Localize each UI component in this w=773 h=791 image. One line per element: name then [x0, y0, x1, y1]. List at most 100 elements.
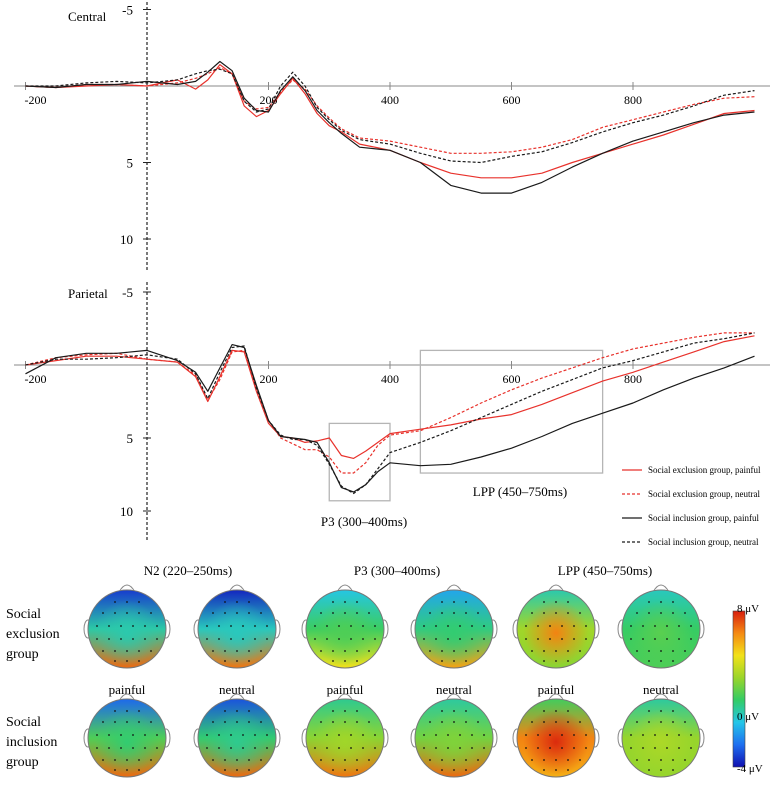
electrode-dot — [648, 660, 650, 662]
electrode-dot — [326, 625, 328, 627]
electrode-dot — [260, 759, 262, 761]
electrode-dot — [218, 747, 220, 749]
electrode-dot — [453, 601, 455, 603]
electrode-dot — [230, 747, 232, 749]
electrode-dot — [138, 612, 140, 614]
electrode-dot — [108, 625, 110, 627]
electrode-dot — [120, 747, 122, 749]
row-label-inclusion-line2: inclusion — [6, 735, 57, 750]
parietal-window-box-1 — [419, 349, 604, 474]
electrode-dot — [120, 638, 122, 640]
electrode-dot — [579, 721, 581, 723]
electrode-dot — [224, 601, 226, 603]
electrode-dot — [254, 734, 256, 736]
electrode-dot — [567, 612, 569, 614]
electrode-dot — [636, 759, 638, 761]
electrode-dot — [266, 734, 268, 736]
electrode-dot — [555, 660, 557, 662]
electrode-dot — [338, 638, 340, 640]
electrode-dot — [585, 638, 587, 640]
electrode-dot — [573, 747, 575, 749]
n2-window-title: N2 (220–250ms) — [144, 563, 232, 578]
electrode-dot — [678, 734, 680, 736]
electrode-dot — [636, 650, 638, 652]
head-center-blob — [306, 590, 384, 668]
electrode-dot — [368, 759, 370, 761]
electrode-dot — [212, 721, 214, 723]
row-label-exclusion-line3: group — [6, 647, 39, 662]
electrode-dot — [356, 759, 358, 761]
electrode-dot — [660, 612, 662, 614]
electrode-dot — [672, 710, 674, 712]
electrode-dot — [690, 625, 692, 627]
electrode-dot — [126, 601, 128, 603]
electrode-dot — [224, 660, 226, 662]
central-y-tick-label: 5 — [127, 156, 134, 171]
parietal-erp-panel: Parietal -200 200 400 600 800 -5 5 10 P3 (300–4… — [14, 282, 770, 540]
electrode-dot — [156, 747, 158, 749]
electrode-dot — [144, 734, 146, 736]
electrode-dot — [453, 710, 455, 712]
electrode-dot — [114, 769, 116, 771]
electrode-dot — [465, 601, 467, 603]
electrode-dot — [344, 612, 346, 614]
electrode-dot — [114, 650, 116, 652]
legend-label-exclusion-painful: Social exclusion group, painful — [648, 465, 761, 475]
electrode-dot — [362, 638, 364, 640]
electrode-dot — [630, 638, 632, 640]
electrode-dot — [332, 710, 334, 712]
electrode-dot — [672, 612, 674, 614]
electrode-dot — [642, 734, 644, 736]
electrode-dot — [356, 721, 358, 723]
electrode-dot — [447, 625, 449, 627]
electrode-dot — [248, 710, 250, 712]
condition-label-n2-neutral: neutral — [219, 682, 255, 697]
electrode-dot — [636, 612, 638, 614]
electrode-dot — [690, 747, 692, 749]
electrode-dot — [483, 734, 485, 736]
electrode-dot — [260, 612, 262, 614]
electrode-dot — [573, 638, 575, 640]
electrode-dot — [423, 625, 425, 627]
electrode-dot — [543, 650, 545, 652]
electrode-dot — [465, 660, 467, 662]
electrode-dot — [660, 660, 662, 662]
electrode-dot — [549, 747, 551, 749]
electrode-dot — [224, 759, 226, 761]
electrode-dot — [561, 747, 563, 749]
electrode-dot — [126, 660, 128, 662]
parietal-x-tick-label: -200 — [25, 372, 47, 386]
electrode-dot — [471, 747, 473, 749]
head-center-blob — [415, 590, 493, 668]
row-label-exclusion-line1: Social — [6, 607, 41, 622]
electrode-dot — [453, 660, 455, 662]
electrode-dot — [320, 721, 322, 723]
electrode-dot — [543, 660, 545, 662]
head-maps — [83, 584, 705, 778]
electrode-dot — [144, 625, 146, 627]
electrode-dot — [543, 759, 545, 761]
electrode-dot — [362, 747, 364, 749]
electrode-dot — [630, 747, 632, 749]
condition-label-p3-painful: painful — [327, 682, 364, 697]
parietal-plot-area: -200 200 400 600 800 -5 5 10 — [14, 282, 770, 540]
electrode-dot — [218, 734, 220, 736]
head-center-blob — [622, 699, 700, 777]
condition-label-p3-neutral: neutral — [436, 682, 472, 697]
head-map-r1-c1 — [193, 693, 281, 778]
electrode-dot — [254, 625, 256, 627]
electrode-dot — [666, 625, 668, 627]
electrode-dot — [338, 625, 340, 627]
electrode-dot — [344, 769, 346, 771]
electrode-dot — [248, 759, 250, 761]
electrode-dot — [642, 747, 644, 749]
electrode-dot — [549, 625, 551, 627]
electrode-dot — [138, 759, 140, 761]
electrode-dot — [362, 625, 364, 627]
electrode-dot — [423, 747, 425, 749]
electrode-dot — [320, 759, 322, 761]
electrode-dot — [648, 710, 650, 712]
electrode-dot — [224, 612, 226, 614]
electrode-dot — [126, 650, 128, 652]
electrode-dot — [248, 650, 250, 652]
